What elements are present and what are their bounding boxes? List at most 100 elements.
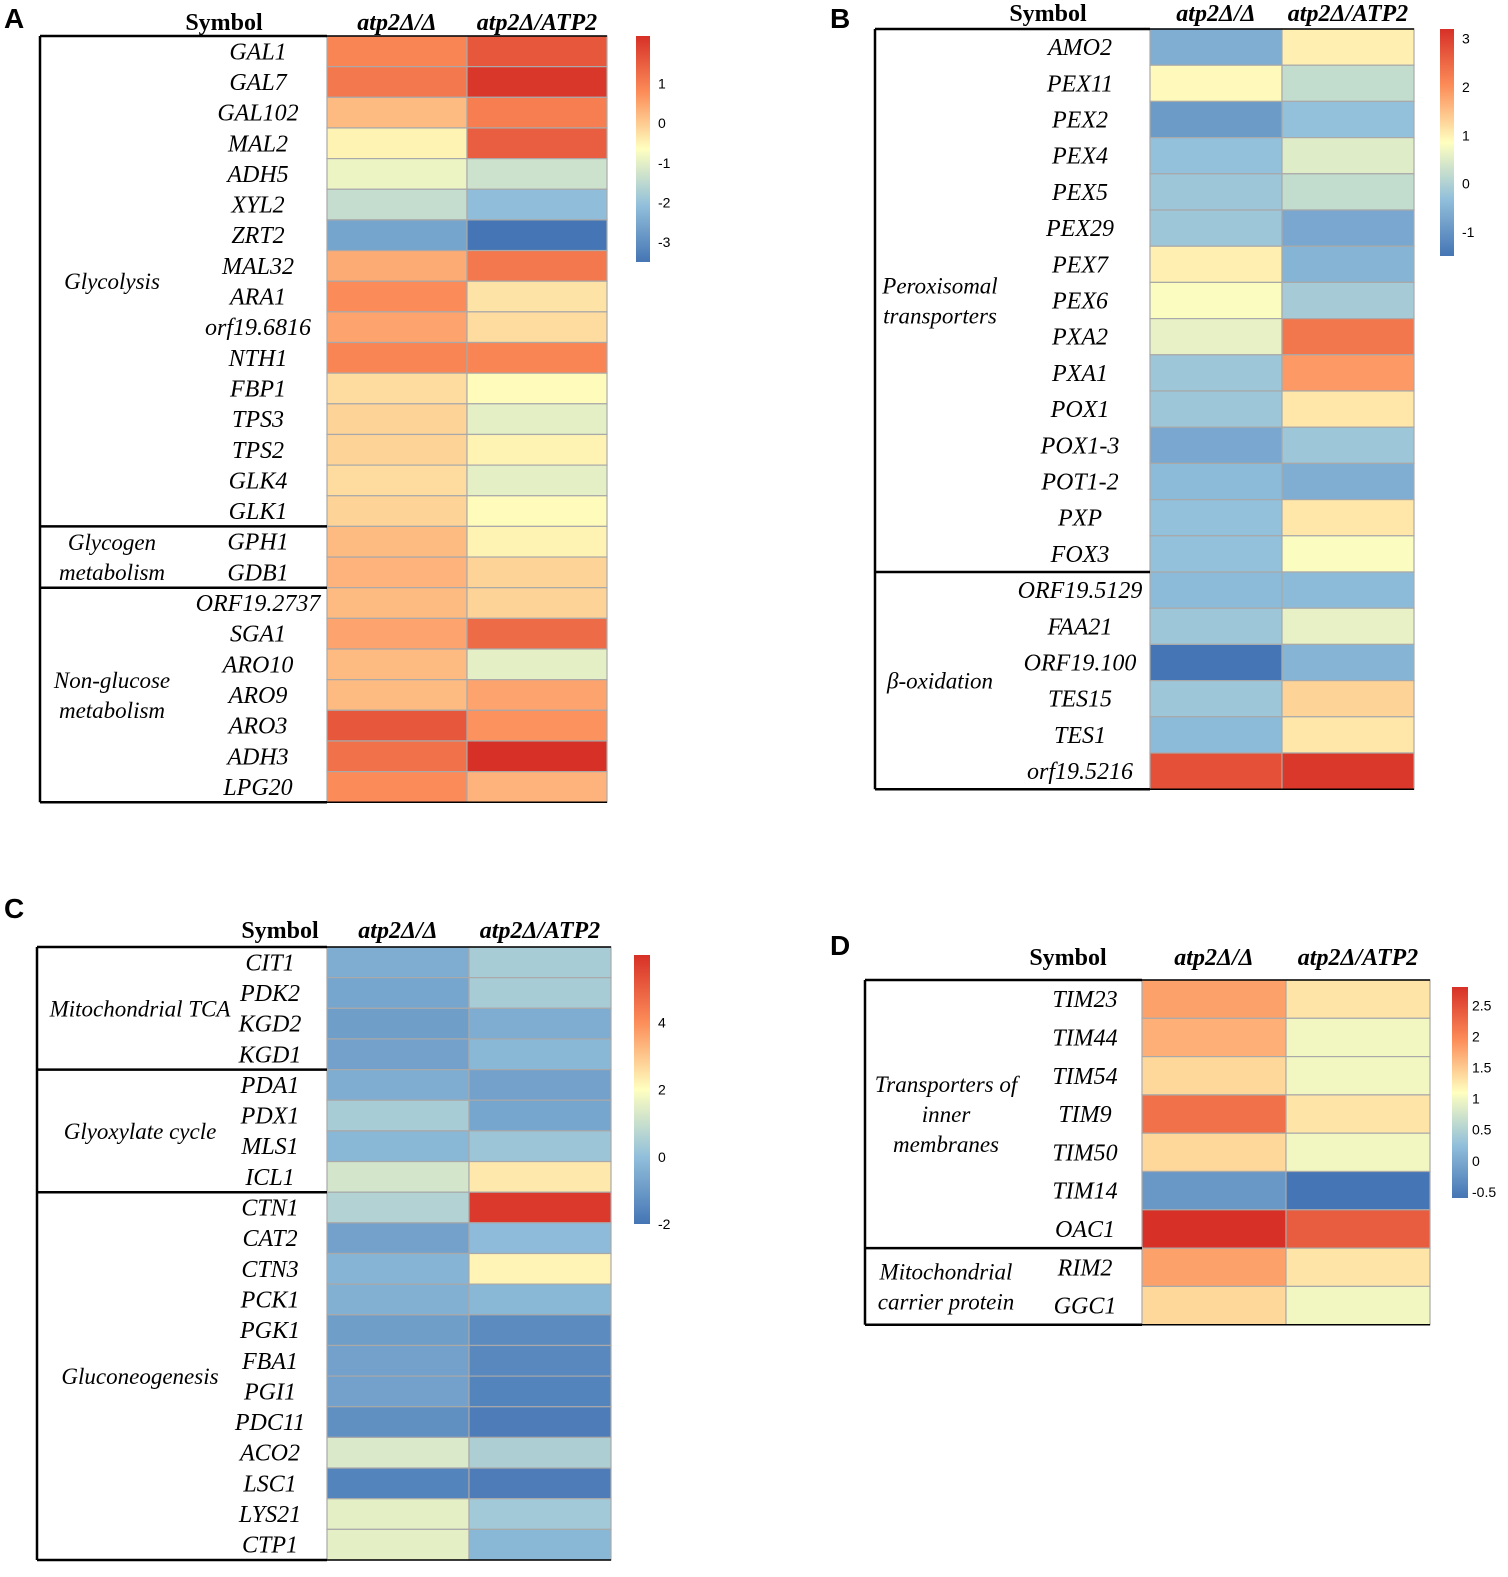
heat-cell — [326, 1436, 470, 1469]
gene-label: TIM50 — [1052, 1140, 1117, 1166]
gene-label: PDK2 — [239, 981, 300, 1007]
heat-cell — [1149, 281, 1283, 320]
heat-cell — [326, 946, 470, 979]
heat-cell — [468, 1406, 612, 1438]
colorbar-b — [1440, 29, 1454, 256]
gene-label: GPH1 — [227, 530, 288, 556]
panel-d-column-header: atp2Δ/ATP2 — [1298, 945, 1418, 971]
panel-a-column-header: atp2Δ/Δ — [357, 10, 436, 36]
heat-cell — [466, 219, 608, 252]
heat-cell — [1281, 64, 1415, 102]
heat-cell — [1149, 462, 1283, 501]
gene-label: PDX1 — [240, 1104, 300, 1130]
gene-label: TIM44 — [1052, 1025, 1117, 1051]
gene-label: ORF19.2737 — [196, 591, 322, 617]
colorbar-d — [1452, 987, 1468, 1198]
heat-cell — [466, 35, 608, 68]
group-label: Glycolysis — [64, 269, 160, 294]
gene-label: TIM14 — [1052, 1179, 1117, 1205]
gene-label: PEX6 — [1051, 289, 1108, 315]
panel-b-column-header: atp2Δ/Δ — [1176, 1, 1255, 27]
colorbar-tick-label: 0 — [1472, 1153, 1480, 1169]
heat-cell — [1281, 100, 1415, 139]
gene-label: TIM23 — [1052, 987, 1117, 1013]
heat-cell — [1281, 209, 1415, 247]
heat-cell — [1149, 499, 1283, 537]
gene-label: TPS2 — [232, 438, 284, 464]
heat-cell — [1141, 1285, 1287, 1326]
gene-label: TES15 — [1048, 687, 1112, 713]
heat-cell — [326, 587, 468, 619]
panel-a-column-header: atp2Δ/ATP2 — [477, 10, 597, 36]
colorbar-tick-label: 2 — [658, 1082, 666, 1098]
heat-cell — [1281, 643, 1415, 682]
heat-cell — [466, 341, 608, 374]
heat-cell — [466, 770, 608, 803]
colorbar-tick-label: 2 — [1472, 1029, 1480, 1045]
gene-label: TIM9 — [1058, 1102, 1111, 1128]
heat-cell — [1149, 209, 1283, 247]
gene-label: ADH3 — [225, 744, 288, 770]
heat-cell — [468, 1099, 612, 1132]
group-label: Glycogen metabolism — [59, 530, 165, 585]
gene-label: FBA1 — [241, 1349, 298, 1375]
heat-cell — [326, 35, 468, 68]
heat-cell — [326, 433, 468, 466]
group-label: Mitochondrial TCA — [49, 996, 232, 1021]
gene-label: ADH5 — [225, 162, 288, 188]
gene-label: MLS1 — [240, 1134, 298, 1160]
heat-cell — [468, 1498, 612, 1530]
heat-cell — [466, 617, 608, 650]
heat-cell — [468, 1068, 612, 1101]
gene-label: TIM54 — [1052, 1064, 1117, 1090]
panel-c-column-header: atp2Δ/Δ — [358, 918, 437, 944]
heat-cell — [326, 1467, 470, 1500]
heat-cell — [466, 311, 608, 344]
heat-cell — [1281, 390, 1415, 428]
heat-cell — [468, 946, 612, 979]
heat-cell — [326, 403, 468, 436]
gene-label: KGD2 — [238, 1012, 302, 1038]
heat-cell — [1281, 716, 1415, 754]
gene-label: ARO9 — [227, 683, 288, 709]
heat-cell — [1281, 679, 1415, 718]
gene-label: PCK1 — [240, 1287, 300, 1313]
heat-cell — [468, 1314, 612, 1347]
heat-cell — [1281, 571, 1415, 609]
heat-cell — [466, 464, 608, 497]
colorbar-tick-label: -0.5 — [1472, 1184, 1496, 1200]
panel-d-column-header: atp2Δ/Δ — [1174, 945, 1253, 971]
gene-label: PEX2 — [1051, 108, 1108, 134]
panel-b-symbol-header: Symbol — [1009, 1, 1087, 27]
heat-cell — [1281, 752, 1415, 790]
colorbar-tick-label: 2.5 — [1472, 998, 1492, 1014]
colorbar-a — [636, 36, 650, 262]
heat-cell — [1149, 64, 1283, 102]
heat-cell — [326, 188, 468, 221]
heat-cell — [326, 1283, 470, 1316]
heat-cell — [326, 1498, 470, 1530]
heat-cell — [326, 1252, 470, 1285]
colorbar-tick-label: 0 — [658, 1149, 666, 1165]
heat-cell — [466, 709, 608, 742]
heat-cell — [1285, 1017, 1431, 1058]
group-label: Transporters of inner membranes — [875, 1072, 1021, 1157]
heat-cell — [466, 127, 608, 160]
heat-cell — [326, 1099, 470, 1132]
group-label: Peroxisomal transporters — [881, 274, 997, 329]
gene-label: ARA1 — [228, 285, 286, 311]
gene-label: PGK1 — [239, 1318, 300, 1344]
gene-label: LSC1 — [242, 1471, 296, 1497]
heat-cell — [1281, 137, 1415, 175]
gene-label: PXA2 — [1051, 325, 1108, 351]
gene-label: PEX7 — [1051, 252, 1109, 278]
gene-label: LYS21 — [238, 1502, 301, 1528]
heat-cell — [326, 740, 468, 773]
heat-cell — [466, 587, 608, 619]
colorbar-tick-label: 3 — [1462, 31, 1470, 47]
heat-cell — [326, 495, 468, 527]
heat-cell — [326, 127, 468, 160]
heat-cell — [468, 1467, 612, 1500]
heat-cell — [1285, 1247, 1431, 1287]
heat-cell — [326, 1038, 470, 1071]
